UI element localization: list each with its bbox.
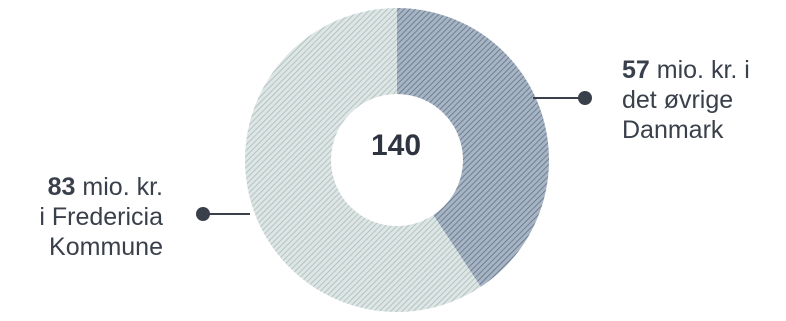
connector-fredericia bbox=[196, 207, 250, 221]
slice-label-fredericia: 83 mio. kr. i Fredericia Kommune bbox=[0, 172, 163, 262]
slice-text-fredericia-3: Kommune bbox=[49, 233, 163, 261]
slice-text-fredericia-2: i Fredericia bbox=[39, 203, 163, 231]
slice-value-fredericia: 83 bbox=[48, 173, 76, 201]
slice-label-denmark: 57 mio. kr. i det øvrige Danmark bbox=[622, 55, 786, 145]
slice-text-denmark-3: Danmark bbox=[622, 116, 723, 144]
connector-denmark bbox=[533, 91, 592, 105]
slice-text-fredericia-1: mio. kr. bbox=[82, 173, 163, 201]
donut-total: 140 bbox=[331, 128, 461, 164]
slice-value-denmark: 57 bbox=[622, 56, 650, 84]
slice-text-denmark-2: det øvrige bbox=[622, 86, 733, 114]
slice-text-denmark-1: mio. kr. i bbox=[657, 56, 750, 84]
